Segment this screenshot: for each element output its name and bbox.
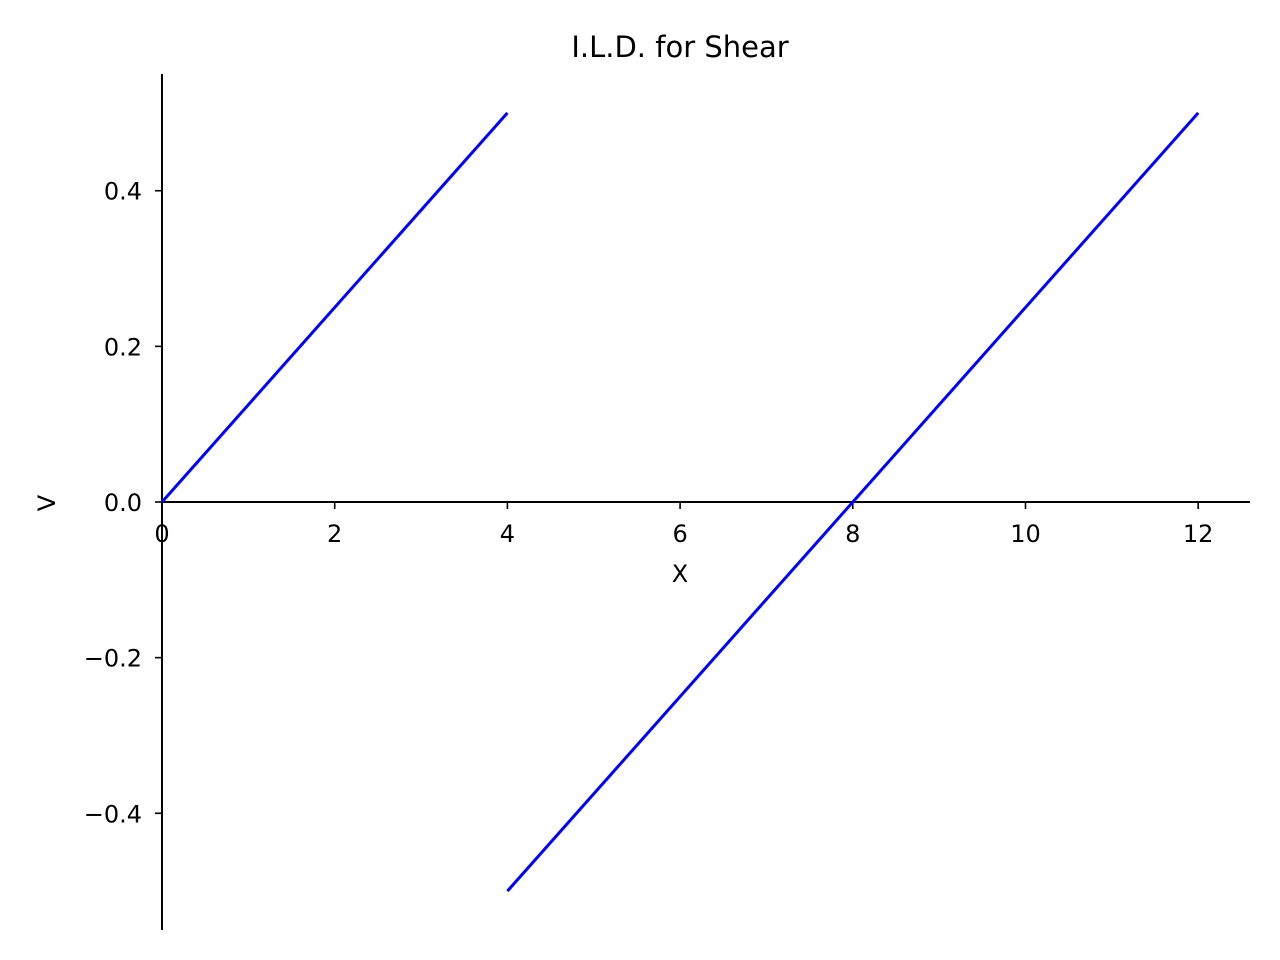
chart-title: I.L.D. for Shear (571, 30, 788, 64)
x-tick-label: 0 (154, 520, 169, 548)
series-line-segment (506, 111, 1200, 893)
y-tick-label: 0.4 (104, 178, 142, 206)
x-axis-title: X (672, 560, 688, 588)
x-tick-label: 2 (327, 520, 342, 548)
x-tick-label: 6 (672, 520, 687, 548)
x-tick-label: 8 (845, 520, 860, 548)
series-line-segment (160, 111, 509, 503)
plot-area: 0 2 4 6 8 10 12 −0.4 −0.2 0.0 0.2 0.4 (84, 74, 1250, 930)
y-tick-label: −0.2 (84, 645, 142, 673)
y-tick-label: −0.4 (84, 800, 142, 828)
y-axis-title: V (33, 494, 61, 511)
y-tick-label: 0.0 (104, 489, 142, 517)
x-tick-label: 12 (1183, 520, 1214, 548)
x-tick-label: 4 (500, 520, 515, 548)
y-tick-label: 0.2 (104, 333, 142, 361)
x-tick-label: 10 (1010, 520, 1041, 548)
